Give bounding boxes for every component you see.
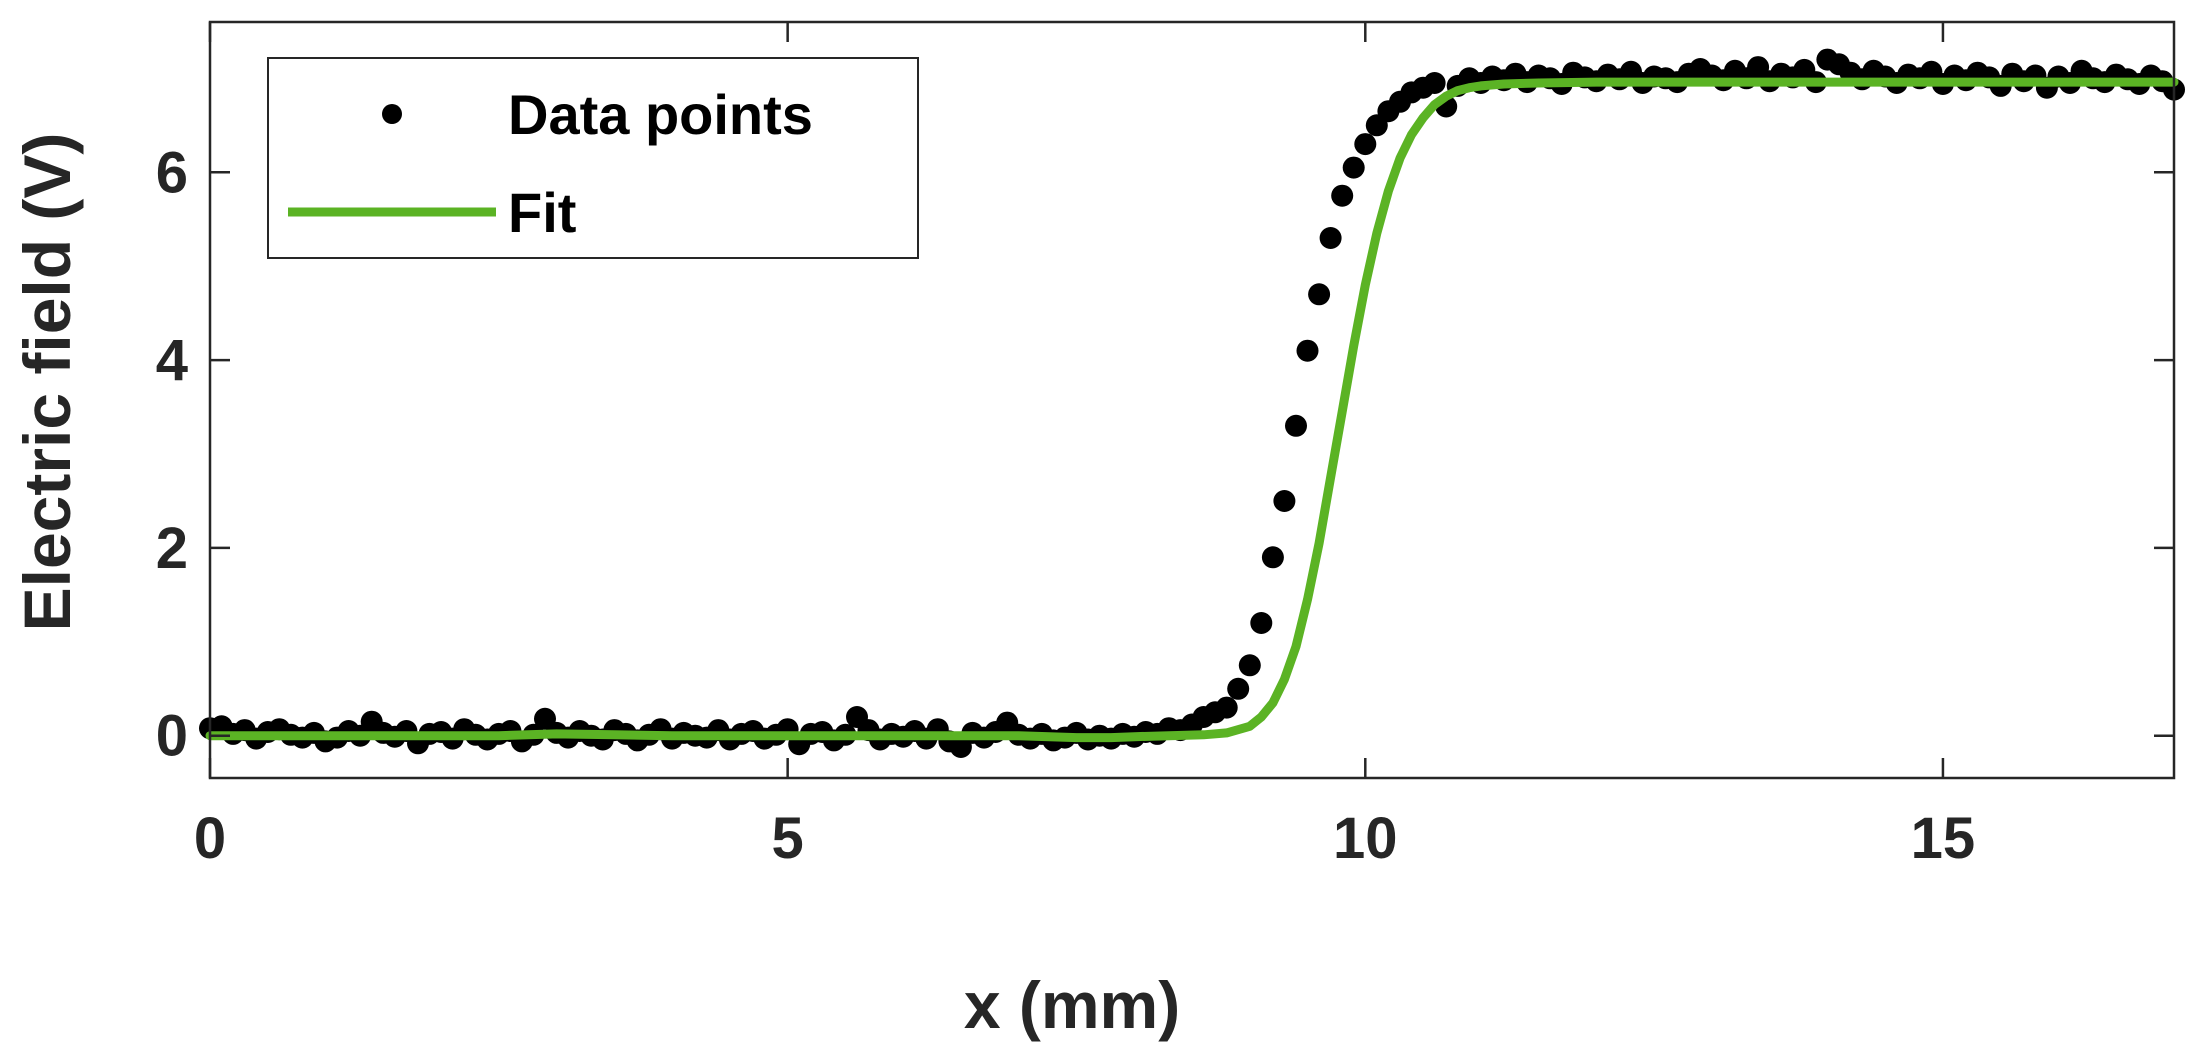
- x-tick-label: 15: [1911, 806, 1976, 871]
- x-tick-label: 10: [1333, 806, 1398, 871]
- fit-line: [205, 77, 2179, 743]
- data-point: [1227, 677, 1250, 700]
- legend: Data points Fit: [267, 57, 919, 259]
- y-tick-label: 0: [156, 704, 188, 769]
- data-point: [1342, 156, 1365, 179]
- x-tick-label: 5: [772, 806, 804, 871]
- legend-label-fit: Fit: [508, 181, 576, 244]
- y-axis-title: Electric field (V): [10, 133, 84, 632]
- data-point: [1308, 283, 1331, 306]
- legend-marker-data-points: [382, 104, 402, 124]
- data-point: [1261, 546, 1284, 569]
- data-point: [1285, 414, 1307, 437]
- axes-layer: 0 5 10 15 0 2 4 6: [156, 20, 2176, 871]
- data-point: [1273, 490, 1296, 512]
- data-point: [1331, 184, 1354, 207]
- legend-box: [267, 57, 919, 259]
- data-point: [1354, 133, 1377, 156]
- y-tick-label: 4: [156, 328, 188, 393]
- data-point: [1238, 654, 1261, 677]
- data-point: [1423, 72, 1446, 94]
- y-tick-label: 6: [156, 140, 188, 205]
- data-point: [1319, 227, 1342, 249]
- y-tick-label: 2: [156, 516, 188, 581]
- x-axis-title: x (mm): [964, 968, 1180, 1042]
- plot-data-layer: [199, 48, 2185, 758]
- data-point: [1250, 612, 1273, 634]
- legend-label-data-points: Data points: [508, 83, 813, 146]
- x-tick-label: 0: [194, 806, 226, 871]
- data-point: [1296, 339, 1319, 362]
- data-point: [1215, 696, 1238, 719]
- plot-frame: [208, 20, 2176, 780]
